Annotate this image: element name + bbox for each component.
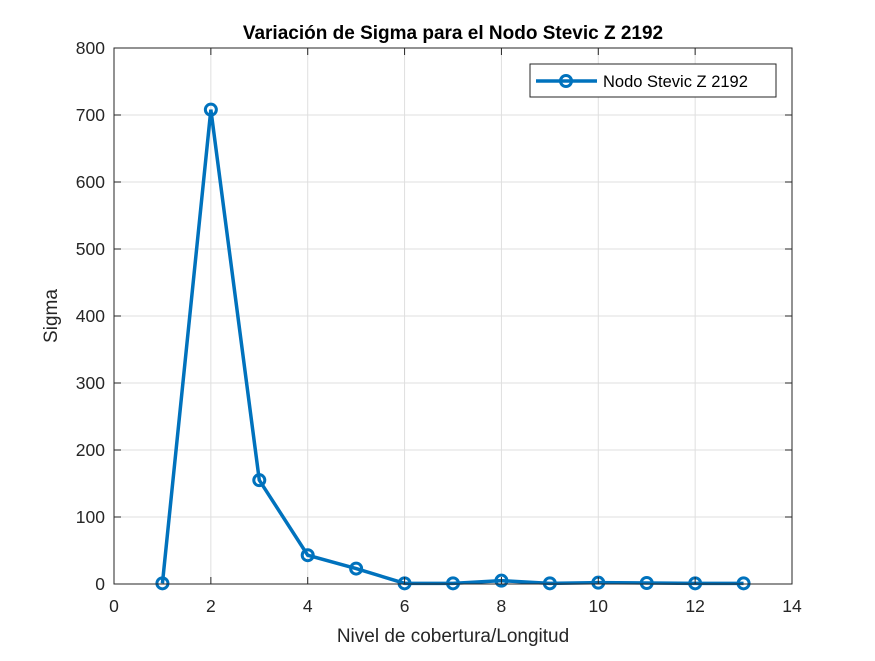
data-point-marker	[494, 573, 509, 588]
x-tick-label: 14	[782, 596, 802, 616]
y-tick-label: 700	[76, 105, 105, 125]
data-point-marker	[736, 576, 751, 591]
y-tick-label: 300	[76, 373, 105, 393]
y-tick-label: 500	[76, 239, 105, 259]
y-tick-label: 400	[76, 306, 105, 326]
legend-marker-sample	[559, 74, 573, 88]
plot-area: 0 2 4 6 8 10 12 14 0 100 200 300 400 500 600 700 800	[76, 38, 802, 616]
y-axis-label: Sigma	[41, 289, 62, 343]
data-point-marker	[542, 576, 557, 591]
data-point-marker	[349, 561, 364, 576]
x-axis-label: Nivel de cobertura/Longitud	[337, 626, 569, 647]
y-tick-label: 200	[76, 440, 105, 460]
axis-ticks: 0 2 4 6 8 10 12 14 0 100 200 300 400 500 600 700 800	[76, 38, 802, 616]
legend: Nodo Stevic Z 2192	[529, 63, 777, 98]
data-point-marker	[639, 575, 654, 590]
grid-lines	[114, 48, 792, 584]
x-tick-label: 4	[303, 596, 313, 616]
legend-label: Nodo Stevic Z 2192	[603, 73, 748, 91]
data-point-marker	[155, 576, 170, 591]
x-tick-label: 8	[497, 596, 507, 616]
x-tick-label: 2	[206, 596, 216, 616]
x-tick-label: 6	[400, 596, 410, 616]
x-tick-label: 12	[685, 596, 704, 616]
series-layer	[155, 102, 751, 591]
y-tick-label: 0	[95, 574, 105, 594]
x-tick-label: 10	[589, 596, 609, 616]
data-point-marker	[252, 473, 267, 488]
y-tick-label: 100	[76, 507, 105, 527]
y-tick-label: 800	[76, 38, 105, 58]
data-point-marker	[300, 548, 315, 563]
chart-title: Variación de Sigma para el Nodo Stevic Z…	[243, 23, 663, 44]
series-line	[160, 109, 744, 586]
data-point-marker	[446, 576, 460, 591]
data-point-marker	[203, 102, 218, 117]
x-tick-label: 0	[109, 596, 119, 616]
y-tick-label: 600	[76, 172, 105, 192]
